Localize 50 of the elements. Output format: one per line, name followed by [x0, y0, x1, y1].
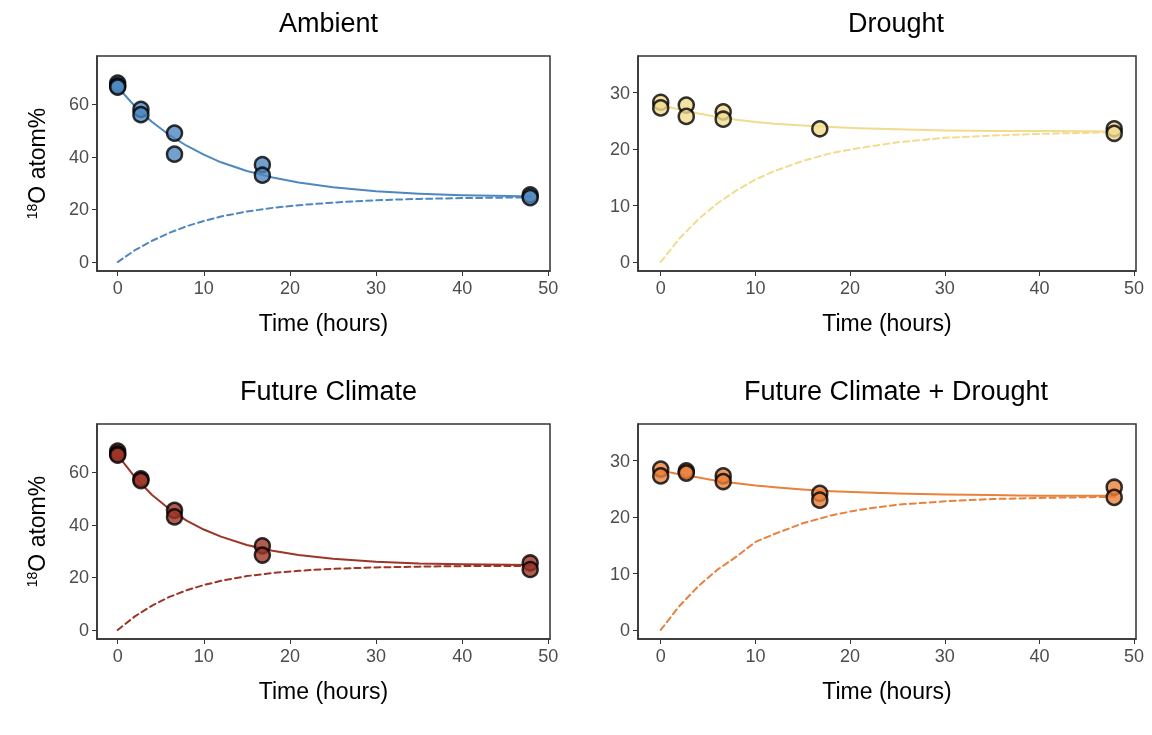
x-tick-label: 30 — [934, 646, 955, 666]
x-tick-label: 10 — [745, 646, 766, 666]
chart-title: Future Climate + Drought — [744, 375, 1049, 406]
x-tick-label: 0 — [655, 278, 666, 298]
x-tick-label: 0 — [112, 278, 123, 298]
x-tick-label: 0 — [112, 646, 123, 666]
x-tick-label: 50 — [538, 278, 559, 298]
y-tick-label: 0 — [78, 252, 89, 273]
y-axis-title: 18O atom% — [24, 107, 50, 220]
x-axis-title: Time (hours) — [822, 677, 952, 704]
x-tick-label: 20 — [279, 646, 300, 666]
y-tick-label: 60 — [68, 94, 89, 115]
chart-title: Drought — [847, 7, 945, 38]
x-tick-label: 30 — [366, 278, 387, 298]
x-tick-label: 40 — [1029, 646, 1050, 666]
x-tick-label: 40 — [452, 646, 473, 666]
x-tick-label: 20 — [840, 646, 861, 666]
y-tick-label: 10 — [609, 563, 630, 584]
x-tick-label: 40 — [452, 278, 473, 298]
y-tick-label: 20 — [609, 139, 630, 160]
x-tick-label: 50 — [1124, 278, 1145, 298]
x-tick-label: 20 — [840, 278, 861, 298]
y-tick-label: 40 — [68, 514, 89, 535]
x-tick-label: 10 — [745, 278, 766, 298]
y-tick-label: 10 — [609, 195, 630, 216]
y-tick-label: 0 — [619, 619, 630, 640]
y-tick-label: 40 — [68, 146, 89, 167]
chart-title: Future Climate — [239, 375, 418, 406]
y-axis-title: 18O atom% — [24, 475, 50, 588]
x-tick-label: 20 — [279, 278, 300, 298]
y-tick-label: 20 — [68, 199, 89, 220]
x-tick-label: 40 — [1029, 278, 1050, 298]
y-tick-label: 0 — [619, 251, 630, 272]
x-axis-title: Time (hours) — [258, 677, 389, 704]
x-axis-title: Time (hours) — [258, 309, 389, 336]
x-tick-label: 10 — [193, 646, 214, 666]
x-tick-label: 0 — [655, 646, 666, 666]
y-tick-label: 20 — [609, 507, 630, 528]
x-tick-label: 10 — [193, 278, 214, 298]
chart-title: Ambient — [278, 7, 379, 38]
y-tick-label: 20 — [68, 567, 89, 588]
x-tick-label: 30 — [934, 278, 955, 298]
x-tick-label: 30 — [366, 646, 387, 666]
x-axis-title: Time (hours) — [822, 309, 952, 336]
y-tick-label: 60 — [68, 462, 89, 483]
y-tick-label: 30 — [609, 450, 630, 471]
y-tick-label: 0 — [78, 620, 89, 641]
x-tick-label: 50 — [538, 646, 559, 666]
y-tick-label: 30 — [609, 82, 630, 103]
x-tick-label: 50 — [1124, 646, 1145, 666]
